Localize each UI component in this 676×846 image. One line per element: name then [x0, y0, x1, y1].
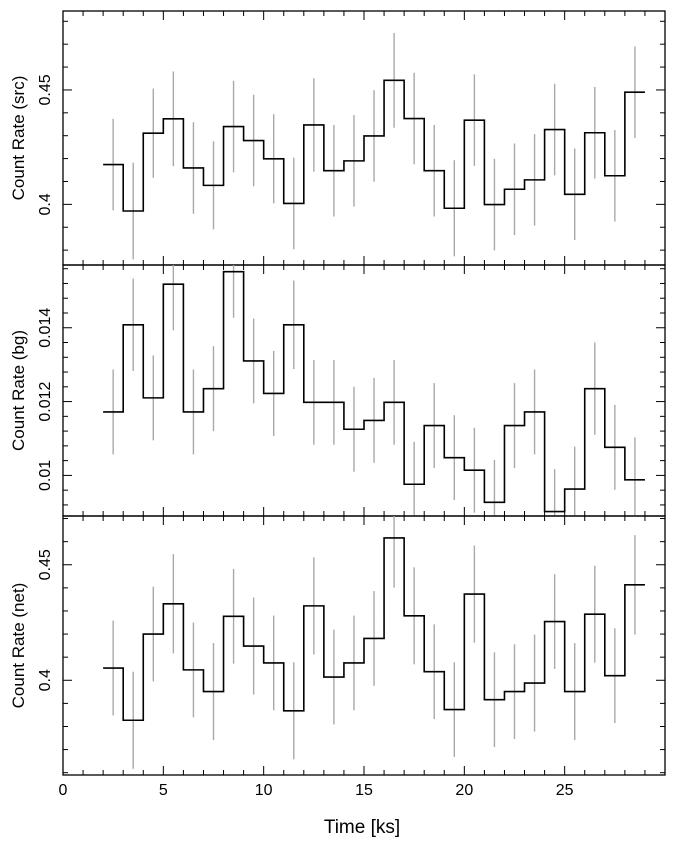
y-tick-label: 0.4: [37, 669, 54, 691]
plot-area-bg: [103, 265, 645, 516]
y-tick-label: 0.45: [37, 549, 54, 580]
plot-area-net: [103, 516, 645, 769]
x-tick-label: 25: [556, 782, 574, 799]
y-axis-label-src: Count Rate (src): [9, 76, 28, 201]
plot-area-src: [103, 32, 645, 260]
y-tick-label: 0.45: [37, 74, 54, 105]
x-tick-label: 5: [159, 782, 168, 799]
y-axis-label-net: Count Rate (net): [9, 583, 28, 709]
step-line-bg: [103, 270, 645, 513]
panel-bg: 0.01 0.012 0.014 Count Rate (bg): [9, 264, 666, 517]
y-tick-label: 0.4: [37, 193, 54, 215]
y-tick-label: 0.01: [37, 460, 54, 491]
step-line-src: [103, 79, 645, 212]
step-line-net: [103, 537, 645, 722]
x-tick-label: 15: [355, 782, 373, 799]
y-tick-label: 0.012: [37, 381, 54, 421]
y-axis-label-bg: Count Rate (bg): [9, 330, 28, 451]
x-tick-label: 0: [59, 782, 68, 799]
y-tick-label: 0.014: [37, 308, 54, 348]
x-tick-label: 20: [455, 782, 473, 799]
panel-src: 0.4 0.45 Count Rate (src): [9, 10, 666, 266]
x-tick-label: 10: [255, 782, 273, 799]
x-axis-label: Time [ks]: [324, 817, 400, 838]
panel-net: 0.4 0.45 Count Rate (net) 0 5 10 15 20 25: [9, 515, 666, 799]
